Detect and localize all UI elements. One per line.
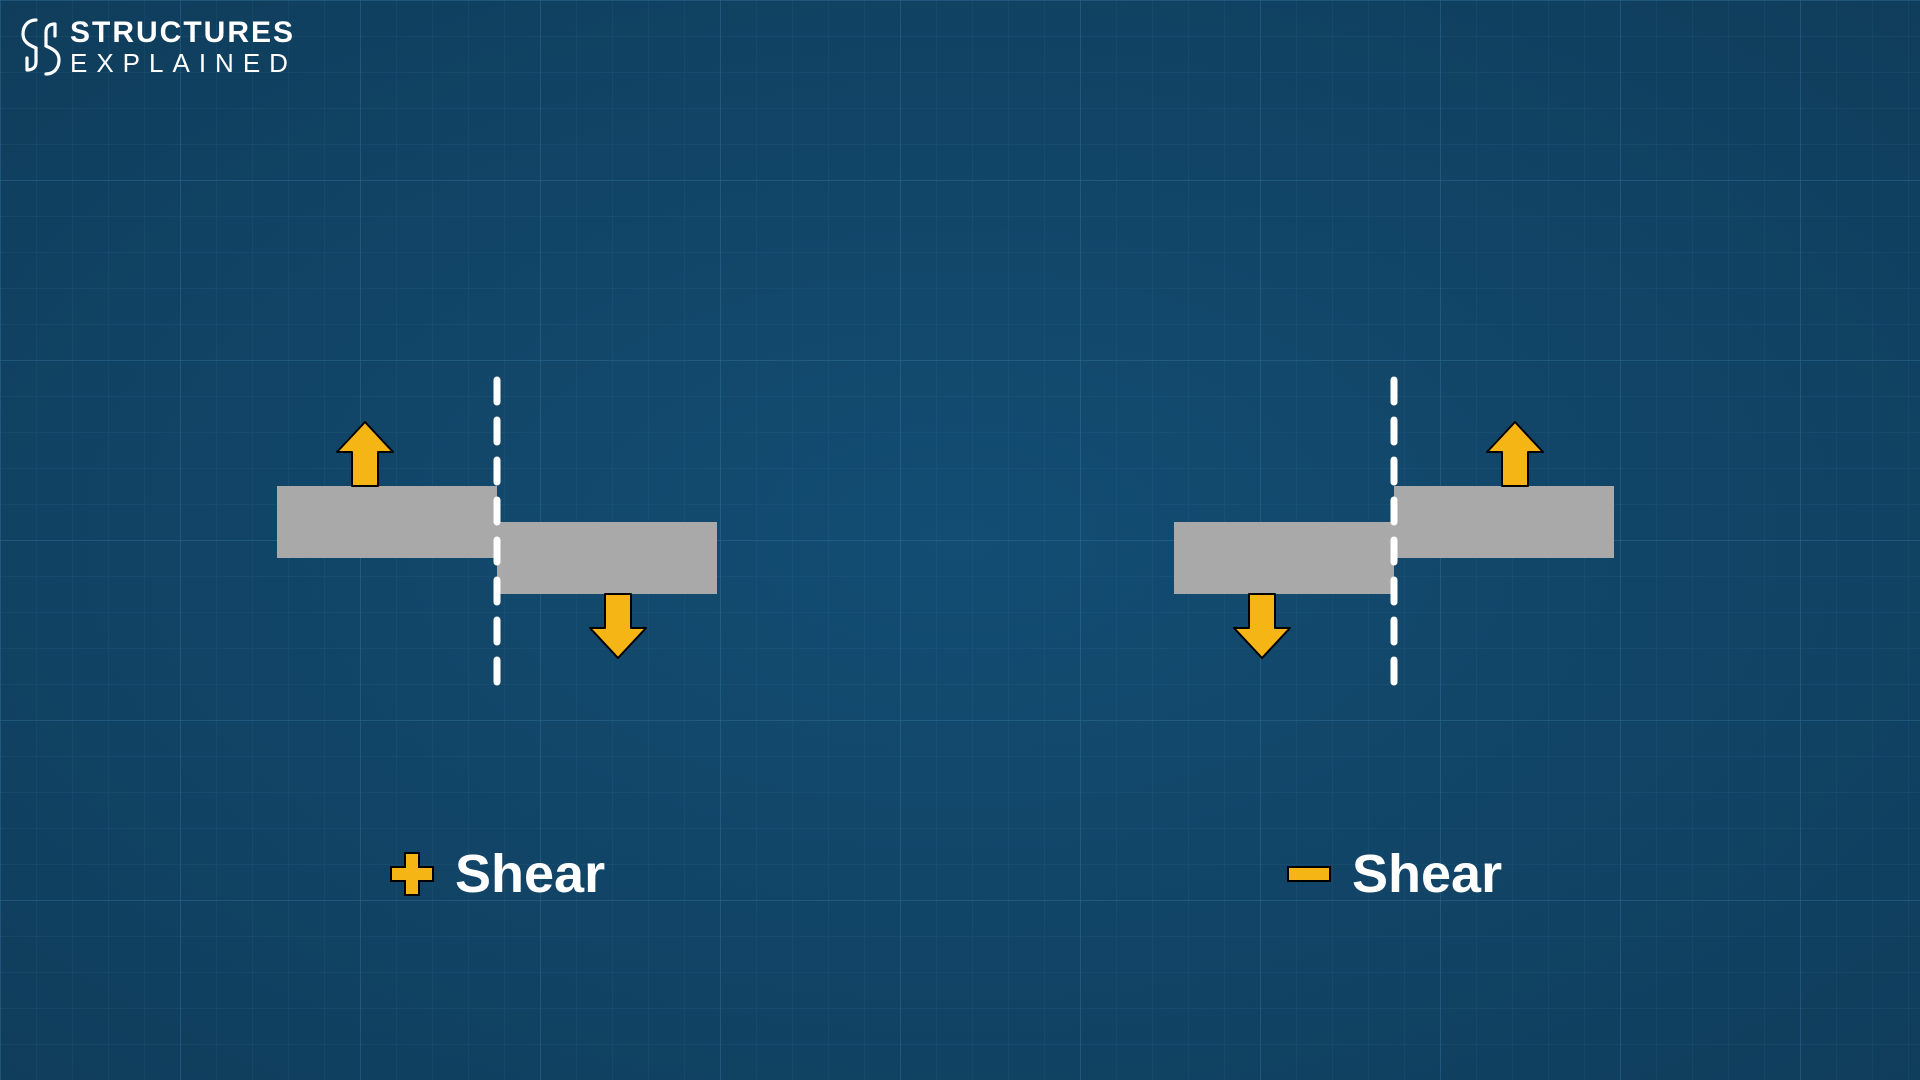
shear-diagrams [0,0,1920,1080]
positive-shear-text: Shear [455,843,605,905]
stage: STRUCTURES EXPLAINED Shear Shear [0,0,1920,1080]
logo-mark-icon [20,18,62,76]
logo-line1: STRUCTURES [70,18,297,48]
positive-shear-diagram [277,380,717,700]
logo-line2: EXPLAINED [70,50,297,76]
negative-shear-text: Shear [1352,843,1502,905]
minus-icon [1284,849,1334,899]
positive-shear-label: Shear [387,843,605,905]
plus-icon [387,849,437,899]
negative-shear-diagram [1174,380,1614,700]
negative-shear-label: Shear [1284,843,1502,905]
logo: STRUCTURES EXPLAINED [20,18,297,76]
